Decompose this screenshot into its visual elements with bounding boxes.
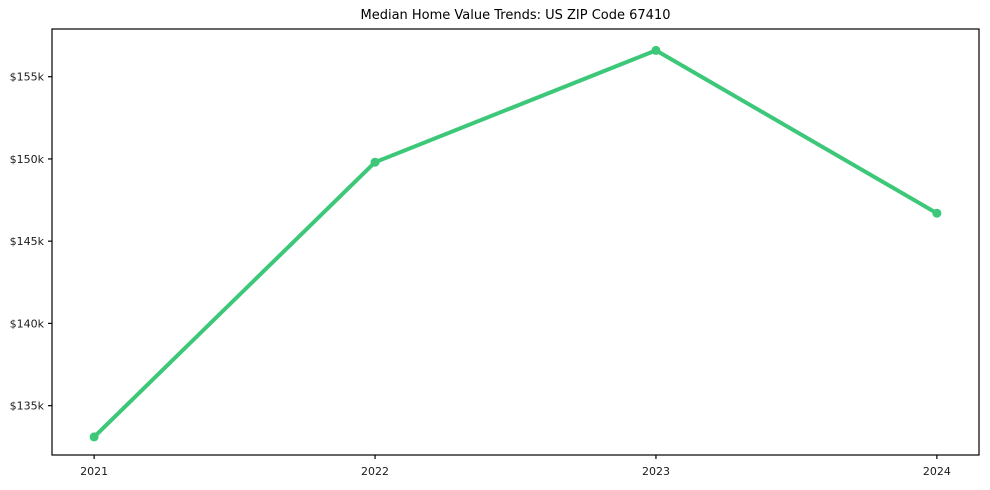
series-line [92,48,939,439]
y-tick-label: $140k [10,317,45,330]
y-tick-label: $145k [10,235,45,248]
data-point-marker [370,157,380,167]
chart-title: Median Home Value Trends: US ZIP Code 67… [360,8,671,23]
y-tick-label: $135k [10,400,45,413]
x-tick-label: 2021 [80,465,108,478]
x-tick-label: 2022 [361,465,389,478]
data-point-marker [932,208,942,218]
y-tick-label: $150k [10,153,45,166]
x-tick-label: 2024 [923,465,951,478]
data-point-marker [651,45,661,55]
plot-area [51,28,980,456]
data-point-marker [89,432,99,442]
y-tick-label: $155k [10,71,45,84]
x-tick-label: 2023 [642,465,670,478]
